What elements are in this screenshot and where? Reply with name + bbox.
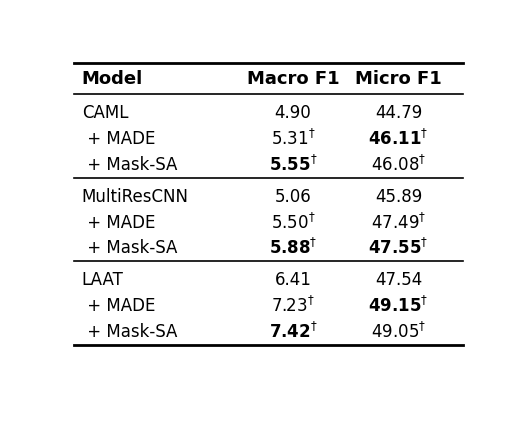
Text: 5.50$^{\dagger}$: 5.50$^{\dagger}$ — [270, 213, 315, 232]
Text: 5.55$^{\dagger}$: 5.55$^{\dagger}$ — [269, 155, 317, 175]
Text: Micro F1: Micro F1 — [355, 69, 442, 88]
Text: 7.42$^{\dagger}$: 7.42$^{\dagger}$ — [269, 322, 317, 342]
Text: 4.90: 4.90 — [275, 104, 311, 122]
Text: 6.41: 6.41 — [275, 271, 311, 290]
Text: 7.23$^{\dagger}$: 7.23$^{\dagger}$ — [271, 296, 315, 316]
Text: + MADE: + MADE — [82, 297, 155, 315]
Text: 49.05$^{\dagger}$: 49.05$^{\dagger}$ — [371, 322, 426, 342]
Text: 5.06: 5.06 — [275, 188, 311, 206]
Text: CAML: CAML — [82, 104, 128, 122]
Text: 47.54: 47.54 — [375, 271, 422, 290]
Text: + Mask-SA: + Mask-SA — [82, 240, 177, 257]
Text: + MADE: + MADE — [82, 213, 155, 232]
Text: 49.15$^{\dagger}$: 49.15$^{\dagger}$ — [368, 296, 429, 316]
Text: + Mask-SA: + Mask-SA — [82, 156, 177, 174]
Text: Model: Model — [82, 69, 143, 88]
Text: 5.88$^{\dagger}$: 5.88$^{\dagger}$ — [269, 238, 317, 259]
Text: + Mask-SA: + Mask-SA — [82, 323, 177, 341]
Text: Macro F1: Macro F1 — [247, 69, 339, 88]
Text: LAAT: LAAT — [82, 271, 124, 290]
Text: 47.49$^{\dagger}$: 47.49$^{\dagger}$ — [371, 213, 426, 232]
Text: + MADE: + MADE — [82, 130, 155, 148]
Text: 5.31$^{\dagger}$: 5.31$^{\dagger}$ — [270, 129, 315, 149]
Text: 46.11$^{\dagger}$: 46.11$^{\dagger}$ — [368, 129, 429, 149]
Text: 46.08$^{\dagger}$: 46.08$^{\dagger}$ — [371, 155, 426, 175]
Text: MultiResCNN: MultiResCNN — [82, 188, 189, 206]
Text: 45.89: 45.89 — [375, 188, 422, 206]
Text: 47.55$^{\dagger}$: 47.55$^{\dagger}$ — [368, 238, 429, 259]
Text: 44.79: 44.79 — [375, 104, 422, 122]
